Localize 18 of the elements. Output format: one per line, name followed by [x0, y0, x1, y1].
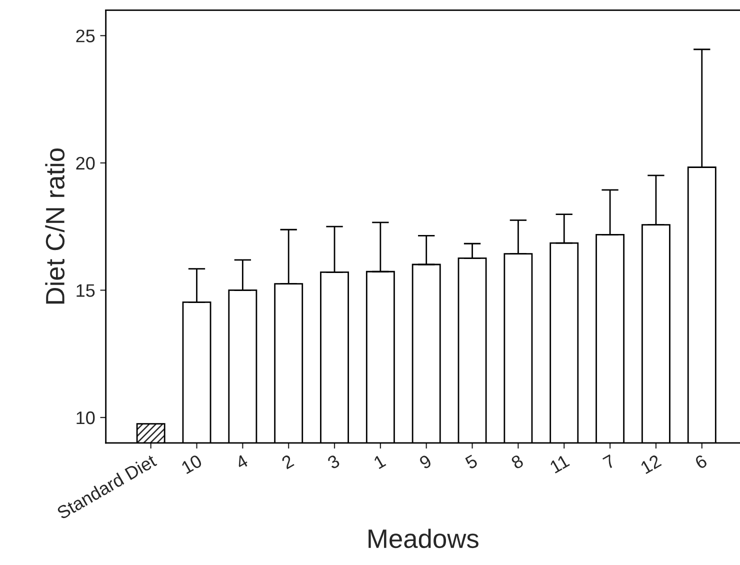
x-tick-label: 9 [418, 454, 432, 470]
x-axis-title: Meadows [368, 528, 478, 548]
y-tick-label: 10 [76, 411, 95, 424]
y-tick-label: 25 [76, 30, 95, 42]
x-tick-label: 3 [326, 454, 340, 470]
y-tick-label: 20 [76, 156, 95, 170]
y-axis-title: Diet C/N ratio [45, 148, 65, 304]
x-tick-label: 2 [280, 454, 294, 470]
x-tick-label: 12 [640, 454, 662, 474]
x-tick-label: 6 [694, 454, 708, 470]
x-tick-label: 7 [602, 454, 616, 470]
x-tick-label: 5 [464, 454, 478, 470]
x-tick-label: 8 [510, 454, 524, 470]
y-tick-label: 15 [76, 284, 95, 297]
x-tick-label: 4 [234, 454, 249, 470]
x-tick-label: 10 [180, 454, 203, 474]
x-tick-label: 11 [549, 454, 570, 474]
x-tick-label: 1 [373, 454, 386, 470]
